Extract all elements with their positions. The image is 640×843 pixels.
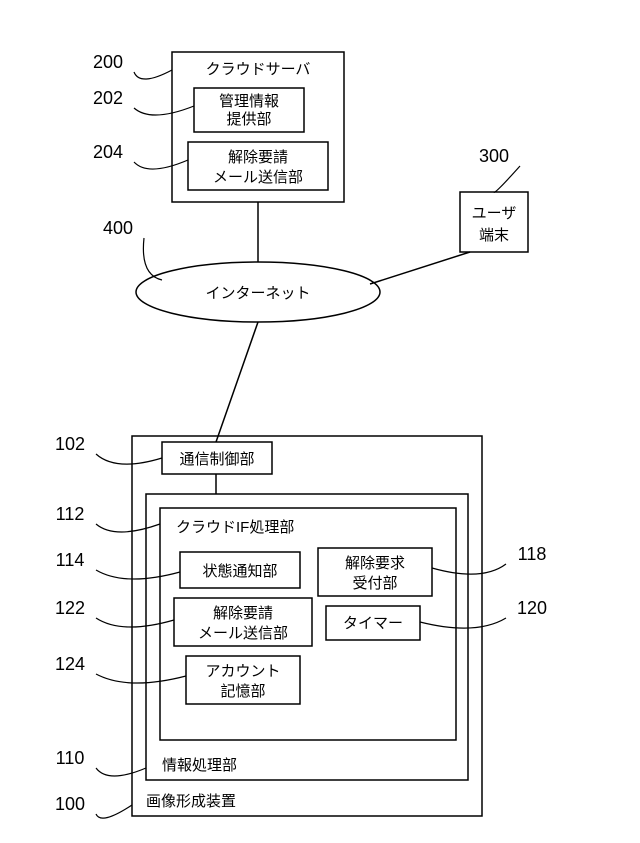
info_proc-label: 情報処理部 <box>162 757 237 774</box>
internet-ref: 400 <box>103 218 133 238</box>
mgmt_info-leader <box>134 106 194 115</box>
release_mail_top-label-line: メール送信部 <box>213 169 303 186</box>
cloud_if-leader <box>96 524 160 532</box>
edge-1 <box>370 252 470 284</box>
release_mail_bottom-ref: 122 <box>55 598 85 618</box>
user_terminal-label-line: ユーザ <box>472 205 517 222</box>
status_notify-label: 状態通知部 <box>202 563 277 580</box>
cloud_if-label: クラウドIF処理部 <box>176 519 294 536</box>
image_device-leader <box>96 805 132 818</box>
cloud_server-leader <box>134 70 172 79</box>
mgmt_info-ref: 202 <box>93 88 123 108</box>
user_terminal-leader <box>494 166 520 192</box>
user_terminal-ref: 300 <box>479 146 509 166</box>
cloud_if-box <box>160 508 456 740</box>
account_store-label-line: アカウント <box>205 663 280 680</box>
info_proc-leader <box>96 768 146 776</box>
release_req_accept-ref: 118 <box>518 544 547 564</box>
status_notify-leader <box>96 570 180 579</box>
mgmt_info-label-line: 管理情報 <box>219 93 279 110</box>
release_mail_bottom-leader <box>96 618 174 627</box>
status_notify-ref: 114 <box>56 550 85 570</box>
timer-label: タイマー <box>343 615 403 632</box>
internet-label: インターネット <box>205 285 310 302</box>
image_device-label: 画像形成装置 <box>146 793 236 810</box>
account_store-ref: 124 <box>55 654 85 674</box>
comm_ctrl-ref: 102 <box>55 434 85 454</box>
image_device-ref: 100 <box>55 794 85 814</box>
edge-2 <box>216 322 258 442</box>
release_mail_bottom-label-line: メール送信部 <box>198 625 288 642</box>
account_store-leader <box>96 674 186 683</box>
release_req_accept-label-line: 受付部 <box>352 575 397 592</box>
info_proc-ref: 110 <box>56 748 85 768</box>
account_store-label-line: 記憶部 <box>220 683 265 700</box>
cloud_server-label: クラウドサーバ <box>206 61 311 78</box>
user_terminal-label-line: 端末 <box>479 227 509 244</box>
comm_ctrl-leader <box>96 454 162 464</box>
release_mail_top-leader <box>134 160 188 169</box>
comm_ctrl-label: 通信制御部 <box>179 451 254 468</box>
release_mail_bottom-label-line: 解除要請 <box>213 605 273 622</box>
release_req_accept-label-line: 解除要求 <box>345 555 405 572</box>
release_req_accept-leader <box>432 564 506 574</box>
cloud_server-ref: 200 <box>93 52 123 72</box>
release_mail_top-ref: 204 <box>93 142 123 162</box>
mgmt_info-label-line: 提供部 <box>226 111 271 128</box>
timer-leader <box>420 618 506 628</box>
cloud_if-ref: 112 <box>56 504 85 524</box>
timer-ref: 120 <box>517 598 547 618</box>
release_mail_top-label-line: 解除要請 <box>228 149 288 166</box>
